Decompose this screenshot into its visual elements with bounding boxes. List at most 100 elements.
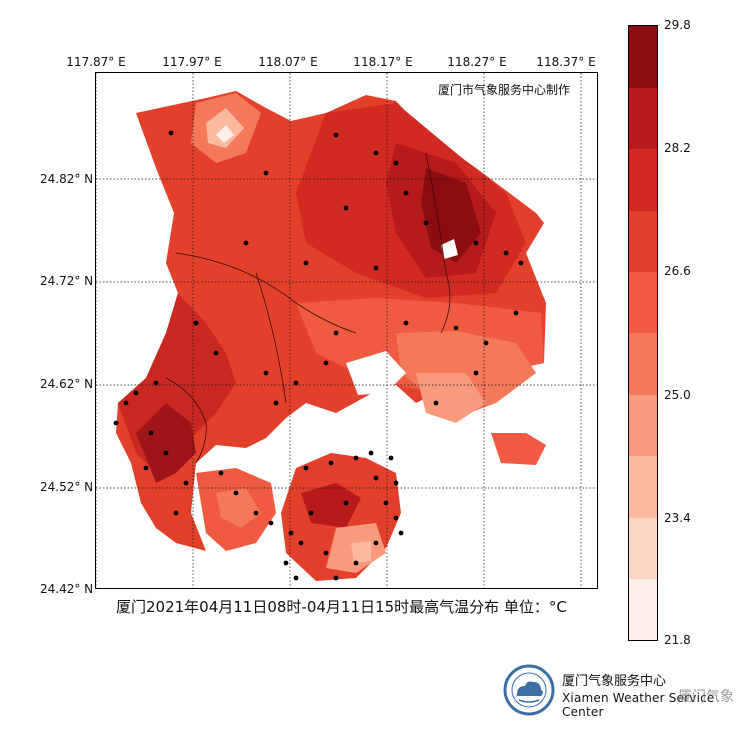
map-title: 厦门2021年04月11日08时-04月11日15时最高气温分布 单位：°C (116, 598, 567, 616)
colorbar-segment (629, 148, 657, 211)
colorbar-segment (629, 271, 657, 334)
station-point (268, 520, 274, 526)
station-point (388, 455, 394, 461)
station-point (353, 560, 359, 566)
station-point (473, 370, 479, 376)
station-point (263, 170, 269, 176)
station-point (293, 380, 299, 386)
station-point (343, 500, 349, 506)
colorbar-tick: 23.4 (664, 511, 691, 525)
station-point (133, 390, 139, 396)
lat-tick: 24.42° N (40, 582, 94, 596)
station-point (148, 430, 154, 436)
station-point (143, 465, 149, 471)
colorbar-segment (629, 394, 657, 457)
colorbar-segment (629, 578, 657, 641)
colorbar-tick: 26.6 (664, 264, 691, 278)
lon-tick: 118.07° E (258, 55, 318, 69)
station-point (333, 132, 339, 138)
station-point (398, 530, 404, 536)
lon-tick: 118.17° E (353, 55, 413, 69)
district-boundary (175, 252, 357, 334)
isotherm-region (301, 483, 361, 528)
colorbar-segment (629, 455, 657, 518)
station-point (403, 190, 409, 196)
station-point (483, 340, 489, 346)
colorbar (628, 25, 658, 641)
station-point (393, 480, 399, 486)
colorbar-segment (629, 333, 657, 395)
station-point (333, 330, 339, 336)
colorbar-segment (629, 210, 657, 273)
station-point (303, 465, 309, 471)
colorbar-segment (629, 26, 657, 88)
temperature-map (96, 73, 597, 588)
station-point (123, 400, 129, 406)
colorbar-tick: 25.0 (664, 388, 691, 402)
lon-tick: 118.37° E (536, 55, 596, 69)
station-point (173, 510, 179, 516)
isotherm-region (421, 168, 481, 263)
station-point (373, 265, 379, 271)
station-point (163, 450, 169, 456)
colorbar-tick: 29.8 (664, 18, 691, 32)
island-east (491, 433, 546, 465)
map-panel (95, 72, 598, 589)
station-point (253, 510, 259, 516)
station-point (473, 240, 479, 246)
lon-tick: 117.97° E (162, 55, 222, 69)
station-point (293, 575, 299, 581)
bay (346, 351, 406, 395)
watermark: 厦门气象 (678, 689, 734, 705)
station-point (298, 540, 304, 546)
district-boundary (165, 377, 207, 464)
lat-tick: 24.52° N (40, 480, 94, 494)
isotherm-region (216, 488, 261, 528)
station-point (518, 260, 524, 266)
lat-tick: 24.62° N (40, 377, 94, 391)
colorbar-tick: 28.2 (664, 141, 691, 155)
station-point (193, 320, 199, 326)
station-point (183, 480, 189, 486)
station-point (328, 460, 334, 466)
colorbar-tick: 21.8 (664, 633, 691, 647)
station-point (513, 310, 519, 316)
org-name-cn: 厦门气象服务中心 (562, 674, 667, 689)
weather-service-logo-icon (503, 664, 555, 716)
station-point (213, 350, 219, 356)
station-point (218, 470, 224, 476)
station-point (373, 150, 379, 156)
station-point (393, 515, 399, 521)
station-point (168, 130, 174, 136)
org-name-en: Xiamen Weather Service Center (562, 691, 715, 719)
station-point (308, 510, 314, 516)
station-point (273, 400, 279, 406)
station-point (233, 490, 239, 496)
isotherm-region (351, 541, 371, 563)
station-point (263, 370, 269, 376)
station-point (243, 240, 249, 246)
station-point (303, 260, 309, 266)
colorbar-segment (629, 87, 657, 150)
colorbar-segment (629, 517, 657, 580)
station-point (433, 400, 439, 406)
isotherm-region (416, 373, 486, 423)
station-point (343, 205, 349, 211)
lon-tick: 117.87° E (66, 55, 126, 69)
station-point (383, 500, 389, 506)
lon-tick: 118.27° E (447, 55, 507, 69)
station-point (323, 360, 329, 366)
station-point (423, 220, 429, 226)
station-point (393, 160, 399, 166)
station-point (288, 530, 294, 536)
station-point (403, 320, 409, 326)
district-boundary (425, 152, 451, 334)
station-point (153, 380, 159, 386)
station-point (503, 250, 509, 256)
lat-tick: 24.72° N (40, 274, 94, 288)
station-point (283, 560, 289, 566)
station-point (453, 325, 459, 331)
station-point (373, 540, 379, 546)
isotherm-region (136, 403, 196, 483)
lat-tick: 24.82° N (40, 172, 94, 186)
